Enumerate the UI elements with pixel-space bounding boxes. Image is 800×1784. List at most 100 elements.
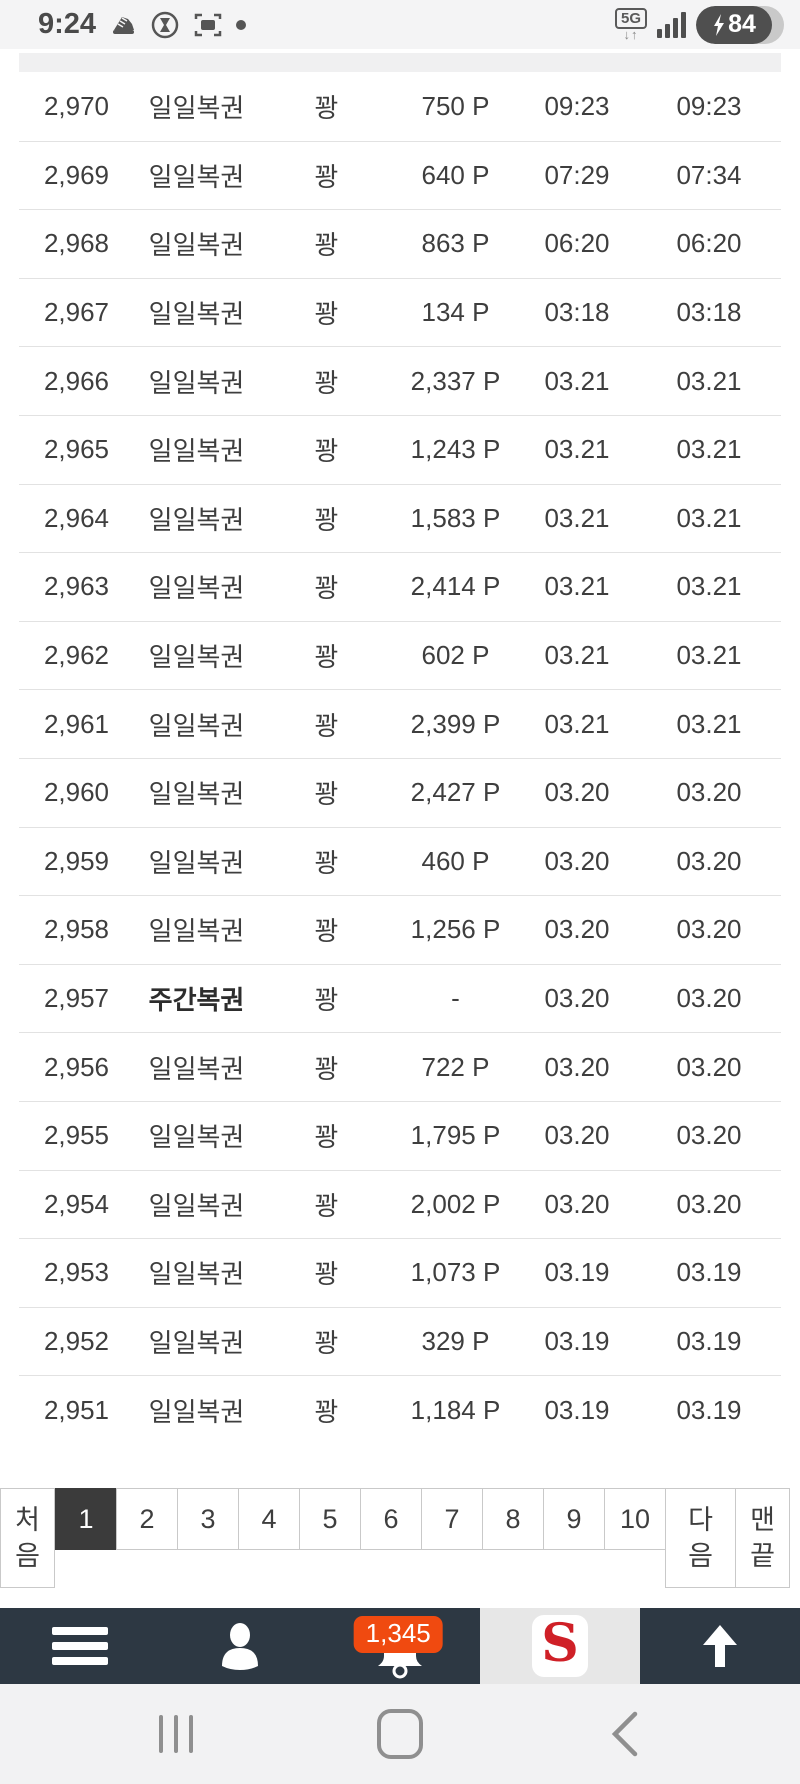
check-date: 07:34 — [676, 159, 742, 190]
pagination-next-button[interactable]: 다음 — [665, 1488, 736, 1588]
pagination-pages: 1 2 3 4 5 6 7 8 9 10 — [55, 1488, 666, 1550]
timer-icon — [150, 10, 180, 40]
lottery-type: 일일복권 — [148, 642, 245, 673]
pagination-page-4[interactable]: 4 — [238, 1488, 300, 1550]
lottery-type: 일일복권 — [148, 916, 245, 947]
lottery-result: 꽝 — [314, 161, 339, 192]
profile-button[interactable] — [160, 1608, 320, 1684]
pagination-page-6[interactable]: 6 — [360, 1488, 422, 1550]
table-row[interactable]: 2,968 일일복권 꽝 863 P 06:20 06:20 — [19, 210, 781, 279]
pagination-page-5[interactable]: 5 — [299, 1488, 361, 1550]
points-value: 1,243 P — [410, 434, 501, 465]
pagination-page-2[interactable]: 2 — [116, 1488, 178, 1550]
check-date: 03.21 — [676, 708, 742, 739]
table-row[interactable]: 2,955 일일복권 꽝 1,795 P 03.20 03.20 — [19, 1102, 781, 1171]
pagination-first-button[interactable]: 처음 — [0, 1488, 55, 1588]
check-date: 03.20 — [676, 845, 742, 876]
table-row[interactable]: 2,954 일일복권 꽝 2,002 P 03.20 03.20 — [19, 1171, 781, 1240]
table-row[interactable]: 2,961 일일복권 꽝 2,399 P 03.21 03.21 — [19, 690, 781, 759]
draw-date: 07:29 — [544, 159, 610, 190]
recents-button[interactable] — [116, 1684, 236, 1784]
points-value: 750 P — [421, 91, 490, 122]
pagination-page-9[interactable]: 9 — [543, 1488, 605, 1550]
menu-button[interactable] — [0, 1608, 160, 1684]
row-number: 2,951 — [43, 1394, 110, 1425]
back-chevron-icon — [611, 1711, 638, 1757]
draw-date: 03.20 — [544, 777, 610, 808]
check-date: 03.19 — [676, 1257, 742, 1288]
row-number: 2,959 — [43, 845, 110, 876]
network-5g-icon: 5G ↓↑ — [614, 8, 647, 41]
lottery-result: 꽝 — [314, 916, 339, 947]
lottery-result: 꽝 — [314, 299, 339, 330]
table-row[interactable]: 2,969 일일복권 꽝 640 P 07:29 07:34 — [19, 142, 781, 211]
home-button[interactable] — [340, 1684, 460, 1784]
draw-date: 03.21 — [544, 365, 610, 396]
table-row[interactable]: 2,956 일일복권 꽝 722 P 03.20 03.20 — [19, 1033, 781, 1102]
table-row[interactable]: 2,963 일일복권 꽝 2,414 P 03.21 03.21 — [19, 553, 781, 622]
draw-date: 03.20 — [544, 1188, 610, 1219]
draw-date: 03.20 — [544, 914, 610, 945]
screenshot-icon — [192, 10, 224, 40]
table-row[interactable]: 2,959 일일복권 꽝 460 P 03.20 03.20 — [19, 828, 781, 897]
pagination-page-8[interactable]: 8 — [482, 1488, 544, 1550]
points-value: 2,399 P — [410, 708, 501, 739]
points-value: 722 P — [421, 1051, 490, 1082]
draw-date: 03.21 — [544, 571, 610, 602]
lottery-type: 일일복권 — [148, 230, 245, 261]
pagination-page-3[interactable]: 3 — [177, 1488, 239, 1550]
points-value: 2,427 P — [410, 777, 501, 808]
table-row[interactable]: 2,953 일일복권 꽝 1,073 P 03.19 03.19 — [19, 1239, 781, 1308]
table-row[interactable]: 2,966 일일복권 꽝 2,337 P 03.21 03.21 — [19, 347, 781, 416]
lottery-result: 꽝 — [314, 1396, 339, 1427]
pagination-page-10[interactable]: 10 — [604, 1488, 666, 1550]
table-row[interactable]: 2,965 일일복권 꽝 1,243 P 03.21 03.21 — [19, 416, 781, 485]
signal-strength-icon — [657, 11, 686, 38]
table-row[interactable]: 2,967 일일복권 꽝 134 P 03:18 03:18 — [19, 279, 781, 348]
row-number: 2,957 — [43, 983, 110, 1014]
check-date: 06:20 — [676, 228, 742, 259]
check-date: 03.20 — [676, 983, 742, 1014]
notification-badge: 1,345 — [353, 1616, 443, 1653]
back-button[interactable] — [564, 1684, 684, 1784]
points-value: 640 P — [421, 159, 490, 190]
table-row[interactable]: 2,958 일일복권 꽝 1,256 P 03.20 03.20 — [19, 896, 781, 965]
table-row[interactable]: 2,951 일일복권 꽝 1,184 P 03.19 03.19 — [19, 1376, 781, 1444]
charging-bolt-icon — [714, 13, 725, 36]
row-number: 2,964 — [43, 502, 110, 533]
lottery-result: 꽝 — [314, 93, 339, 124]
table-row[interactable]: 2,970 일일복권 꽝 750 P 09:23 09:23 — [19, 73, 781, 142]
row-number: 2,965 — [43, 434, 110, 465]
lottery-type: 일일복권 — [148, 1327, 245, 1358]
row-number: 2,962 — [43, 640, 110, 671]
lottery-result: 꽝 — [314, 1053, 339, 1084]
points-value: 2,002 P — [410, 1188, 501, 1219]
table-row[interactable]: 2,952 일일복권 꽝 329 P 03.19 03.19 — [19, 1308, 781, 1377]
table-row[interactable]: 2,957 주간복권 꽝 - 03.20 03.20 — [19, 965, 781, 1034]
site-logo: S — [532, 1615, 588, 1677]
notifications-button[interactable]: 1,345 — [320, 1608, 480, 1684]
row-number: 2,955 — [43, 1120, 110, 1151]
scroll-to-top-button[interactable] — [640, 1608, 800, 1684]
sneaker-icon — [108, 10, 138, 40]
pagination-page-1[interactable]: 1 — [55, 1488, 117, 1550]
lottery-result: 꽝 — [314, 1122, 339, 1153]
pagination-last-button[interactable]: 맨끝 — [735, 1488, 790, 1588]
table-row[interactable]: 2,960 일일복권 꽝 2,427 P 03.20 03.20 — [19, 759, 781, 828]
lottery-result: 꽝 — [314, 367, 339, 398]
check-date: 03.20 — [676, 1120, 742, 1151]
table-row[interactable]: 2,962 일일복권 꽝 602 P 03.21 03.21 — [19, 622, 781, 691]
points-value: 134 P — [421, 297, 490, 328]
check-date: 03.20 — [676, 777, 742, 808]
lottery-type: 일일복권 — [148, 779, 245, 810]
points-value: - — [451, 983, 460, 1014]
row-number: 2,952 — [43, 1325, 110, 1356]
notification-dot-icon — [236, 19, 247, 30]
pagination-page-7[interactable]: 7 — [421, 1488, 483, 1550]
row-number: 2,961 — [43, 708, 110, 739]
row-number: 2,969 — [43, 159, 110, 190]
check-date: 03.21 — [676, 365, 742, 396]
lottery-result: 꽝 — [314, 1327, 339, 1358]
site-home-button[interactable]: S — [480, 1608, 640, 1684]
table-row[interactable]: 2,964 일일복권 꽝 1,583 P 03.21 03.21 — [19, 485, 781, 554]
